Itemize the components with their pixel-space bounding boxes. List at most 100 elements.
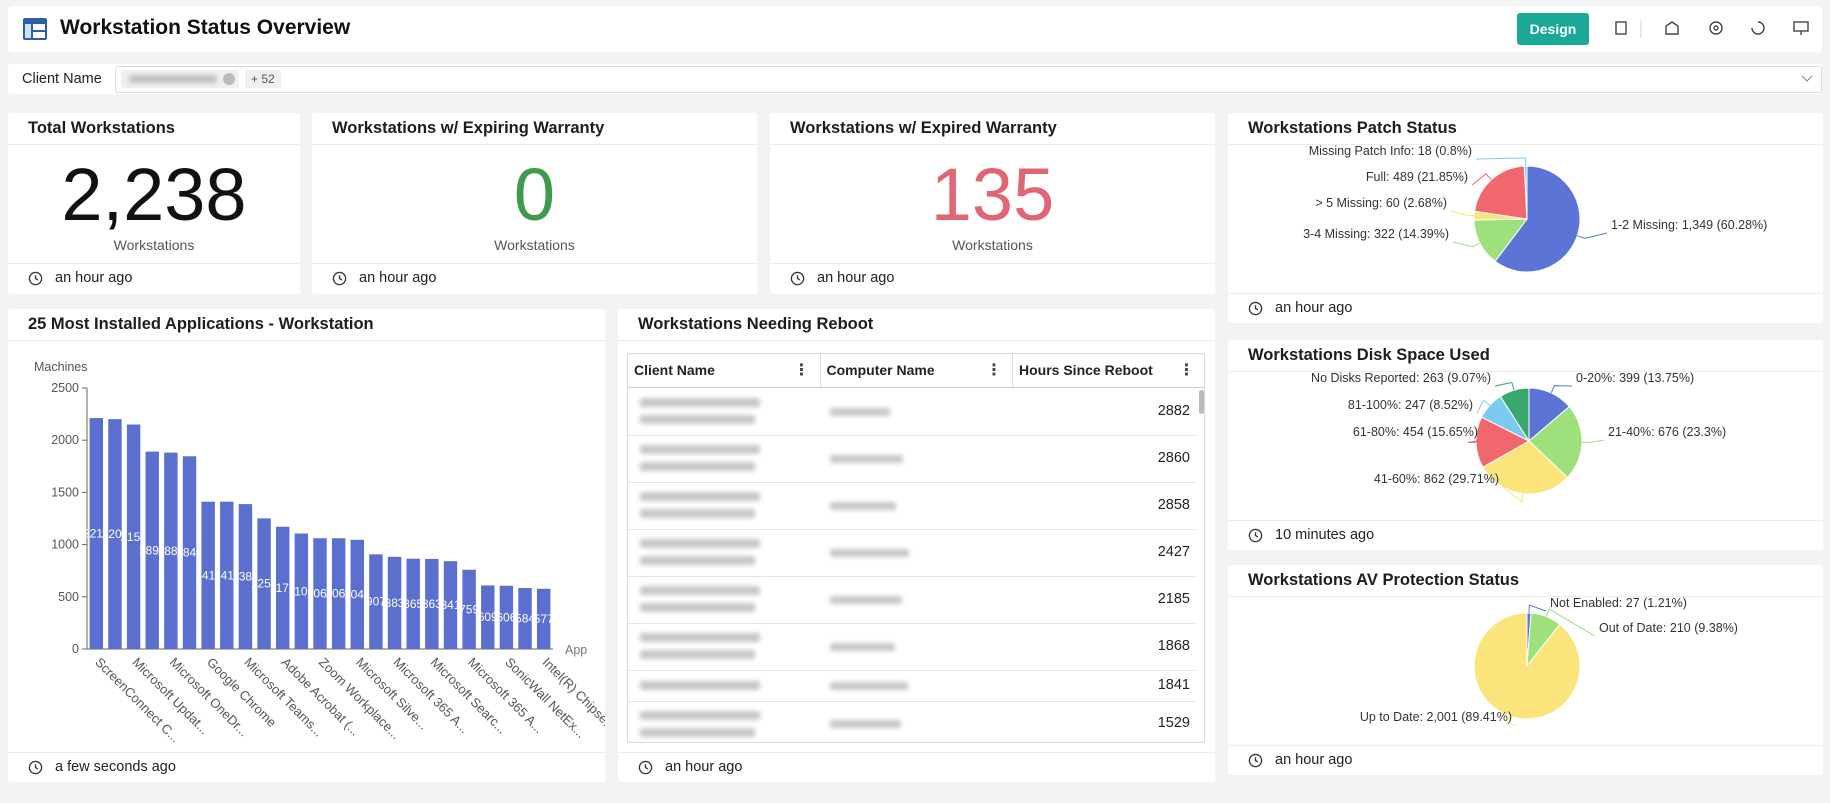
card: Workstations w/ Expiring Warranty an hour… xyxy=(312,113,757,294)
bar-value-label: 1106 xyxy=(288,584,314,598)
bar xyxy=(425,558,439,649)
leader-line xyxy=(1471,173,1492,186)
bar-value-label: 2212 xyxy=(83,527,110,541)
footer-divider xyxy=(8,263,300,264)
dropdown-arrow[interactable] xyxy=(1801,74,1813,84)
bar-value-label: 1251 xyxy=(251,577,278,591)
bar-value-label: 1061 xyxy=(325,587,352,601)
kpi-value: 2,238 xyxy=(61,153,247,236)
leader-line xyxy=(1452,241,1481,248)
hours-cell: 2860 xyxy=(1157,450,1190,466)
toolbar-icons xyxy=(1615,20,1809,38)
bar xyxy=(108,419,122,649)
y-tick-label: 1000 xyxy=(51,538,79,552)
slice-label: 61-80%: 454 (15.65%) xyxy=(1353,425,1478,439)
title-divider xyxy=(1228,144,1823,145)
column-menu[interactable]: ⋮ xyxy=(793,362,810,379)
pie-slice xyxy=(1528,405,1583,479)
icon-refresh[interactable] xyxy=(1751,21,1765,35)
kpi-value: 0 xyxy=(513,153,556,236)
leader-line xyxy=(1450,210,1475,217)
card: Workstations Disk Space Used 10 minutes a… xyxy=(1228,340,1823,550)
card-footer: an hour ago xyxy=(790,270,894,286)
leader-line xyxy=(1581,439,1605,444)
filter-chip[interactable] xyxy=(121,70,239,88)
pie-chart: Not Enabled: 27 (1.21%) Out of Date: 210 … xyxy=(1360,596,1738,726)
slice-label: 41-60%: 862 (29.71%) xyxy=(1374,472,1499,486)
column-header: Computer Name ⋮ xyxy=(821,354,1013,387)
column-header: Client Name ⋮ xyxy=(628,354,821,387)
bar-value-label: 883 xyxy=(385,596,405,610)
bar-value-label: 907 xyxy=(366,595,386,609)
leader-line xyxy=(1467,439,1483,444)
client-name-redacted xyxy=(640,650,755,659)
bar-value-label: 1171 xyxy=(270,581,296,595)
pie-slice xyxy=(1473,612,1581,720)
table-row: 2860 xyxy=(628,435,1196,483)
filter-input[interactable]: + 52 xyxy=(115,66,1822,93)
hours-cell: 1841 xyxy=(1157,677,1190,693)
bar xyxy=(369,554,383,649)
bar-value-label: 863 xyxy=(422,597,442,611)
bar xyxy=(89,418,104,649)
leader-line xyxy=(1494,381,1515,391)
client-name-redacted xyxy=(640,556,755,565)
bar xyxy=(462,569,476,649)
slice-label: 1-2 Missing: 1,349 (60.28%) xyxy=(1611,218,1767,232)
client-name-redacted xyxy=(640,711,760,720)
footer-divider xyxy=(312,263,757,264)
computer-name-redacted xyxy=(830,407,890,416)
card: Total Workstations an hour ago 2,238 Workst… xyxy=(8,113,300,294)
card-footer: an hour ago xyxy=(1248,300,1352,316)
column-menu[interactable]: ⋮ xyxy=(1178,362,1195,379)
bar-value-label: 1881 xyxy=(158,544,185,558)
design-button[interactable]: Design xyxy=(1517,13,1589,45)
bar-value-label: 759 xyxy=(459,602,479,616)
kpi-unit: Workstations xyxy=(494,237,575,253)
title-divider xyxy=(8,340,605,341)
client-name-redacted xyxy=(640,586,760,595)
y-axis-title: Machines xyxy=(34,360,88,374)
bar-value-label: 609 xyxy=(478,610,498,624)
client-name-redacted xyxy=(640,492,760,501)
bar xyxy=(350,539,364,649)
footer-divider xyxy=(1228,293,1823,294)
client-name-redacted xyxy=(640,415,755,424)
footer-divider xyxy=(8,752,605,753)
bar-value-label: 1846 xyxy=(176,546,203,560)
pie-chart: 1-2 Missing: 1,349 (60.28%) 3-4 Missing: … xyxy=(1303,144,1767,273)
client-name-redacted xyxy=(640,728,755,737)
bar xyxy=(201,501,215,649)
icon-share[interactable] xyxy=(1665,21,1679,35)
title-divider xyxy=(8,144,300,145)
column-menu[interactable]: ⋮ xyxy=(986,362,1002,379)
pie-slice xyxy=(1482,440,1569,495)
y-tick-label: 0 xyxy=(72,642,79,656)
card: Workstations w/ Expired Warranty an hour … xyxy=(770,113,1215,294)
leader-line xyxy=(1506,715,1517,726)
title-divider xyxy=(770,144,1215,145)
card-footer: an hour ago xyxy=(28,270,132,286)
leader-line xyxy=(1577,232,1608,239)
page-title: Workstation Status Overview xyxy=(60,16,351,39)
title-divider xyxy=(312,144,757,145)
bar xyxy=(164,452,178,649)
computer-name-redacted xyxy=(830,454,903,463)
bar-value-label: 2202 xyxy=(102,527,129,541)
icon-export[interactable] xyxy=(1615,21,1627,35)
updated-time: an hour ago xyxy=(55,270,133,286)
client-name-redacted xyxy=(640,681,760,690)
table-row: 2858 xyxy=(628,482,1196,530)
slice-label: Missing Patch Info: 18 (0.8%) xyxy=(1309,144,1472,158)
filter-more[interactable]: + 52 xyxy=(245,70,281,88)
card: Workstations AV Protection Status an hour… xyxy=(1228,565,1823,775)
pie-chart: 0-20%: 399 (13.75%) 21-40%: 676 (23.3%) 41… xyxy=(1311,371,1726,503)
bar xyxy=(518,588,532,649)
hours-cell: 2185 xyxy=(1157,591,1190,607)
column-header: Hours Since Reboot ⋮ xyxy=(1013,354,1204,387)
icon-present[interactable] xyxy=(1793,21,1809,32)
icon-settings[interactable] xyxy=(1709,21,1723,35)
bar xyxy=(443,561,458,649)
bar-value-label: 2150 xyxy=(120,530,147,544)
bar xyxy=(238,504,253,649)
